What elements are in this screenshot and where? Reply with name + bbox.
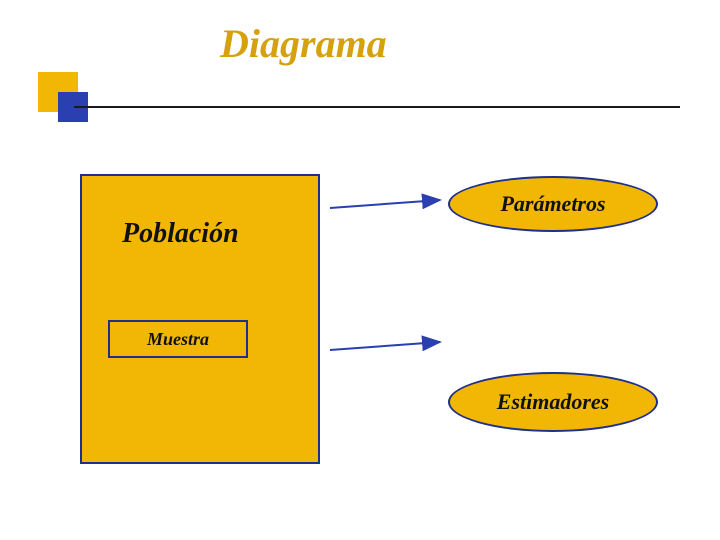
arrow-population-to-parameters xyxy=(330,200,440,208)
arrow-sample-to-estimators xyxy=(330,342,440,350)
arrows-layer xyxy=(0,0,720,540)
